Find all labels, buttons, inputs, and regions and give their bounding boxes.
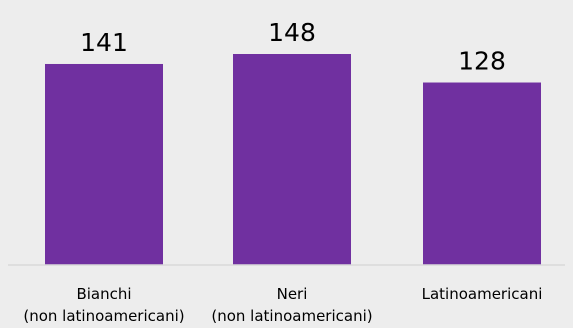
bar-value-label-1: 148 — [268, 18, 316, 47]
x-tick-label-1-line-0: Neri — [277, 285, 308, 303]
x-tick-label-0: Bianchi (non latinoamericani) — [23, 285, 184, 325]
x-tick-labels-group: Bianchi (non latinoamericani) Neri (non lat… — [23, 285, 542, 325]
bar-2 — [423, 82, 541, 265]
bar-0 — [45, 63, 163, 265]
bar-value-label-2: 128 — [458, 47, 506, 76]
value-labels-group: 141 148 128 — [80, 18, 506, 76]
x-tick-label-0-line-1: (non latinoamericani) — [23, 307, 184, 325]
bar-1 — [233, 54, 351, 265]
x-tick-label-1-line-1: (non latinoamericani) — [211, 307, 372, 325]
x-tick-label-2: Latinoamericani — [422, 285, 543, 303]
bar-value-label-0: 141 — [80, 28, 128, 57]
x-tick-label-0-line-0: Bianchi — [76, 285, 131, 303]
x-tick-label-1: Neri (non latinoamericani) — [211, 285, 372, 325]
x-tick-label-2-line-0: Latinoamericani — [422, 285, 543, 303]
bars-group — [45, 54, 541, 265]
